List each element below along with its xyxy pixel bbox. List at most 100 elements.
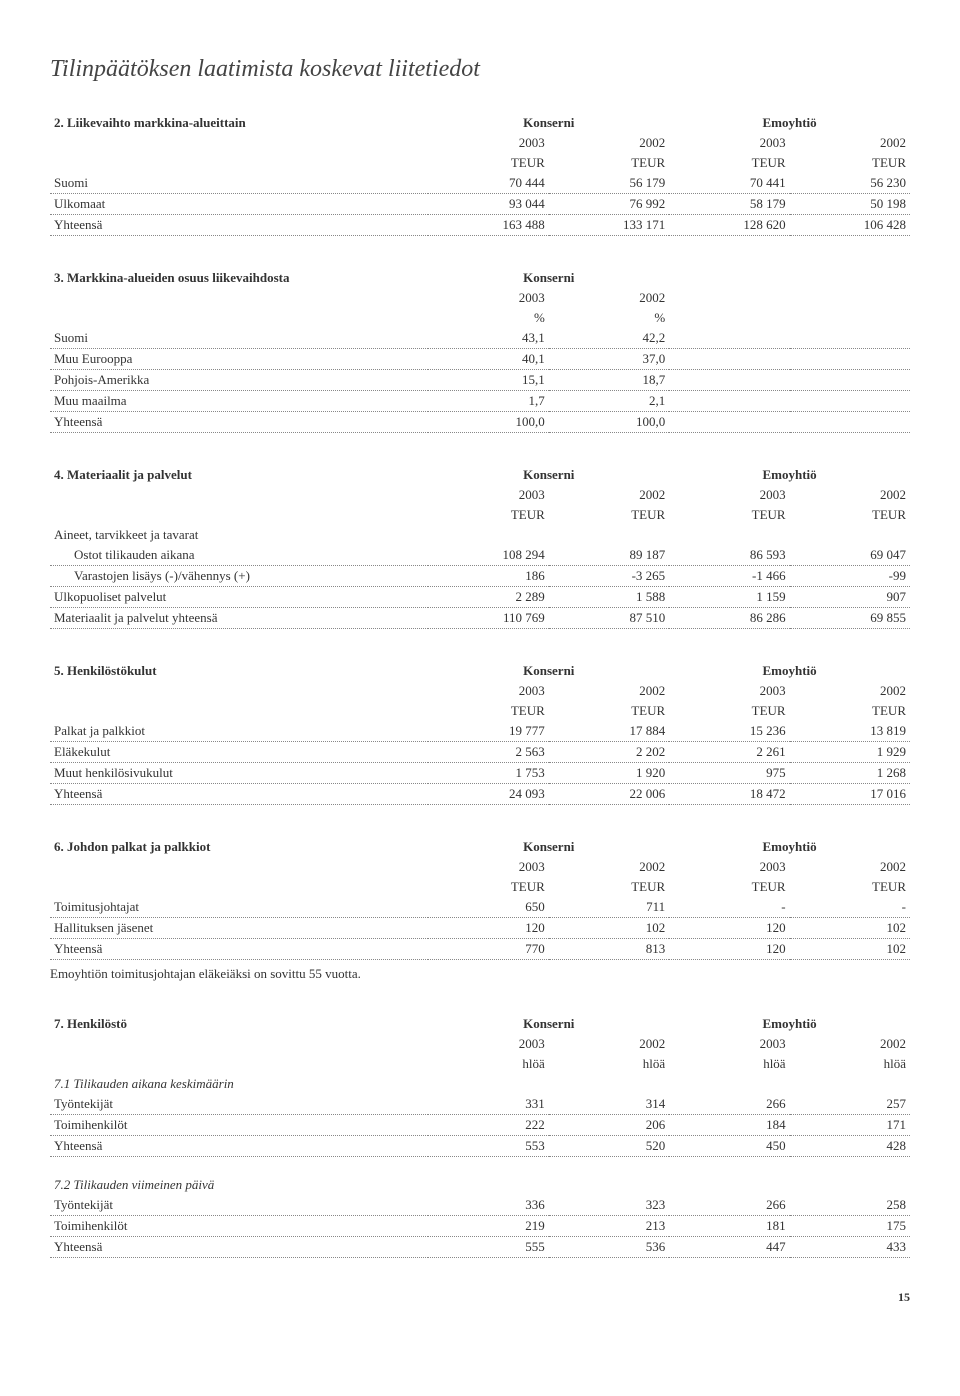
table-row: Ulkomaat93 04476 99258 17950 198 <box>50 194 910 215</box>
year: 2002 <box>549 288 669 308</box>
cell <box>790 370 910 391</box>
year: 2002 <box>549 133 669 153</box>
cell <box>669 349 789 370</box>
section-2: 2. Liikevaihto markkina-alueittain Konse… <box>50 113 910 236</box>
sec4-subhead: Aineet, tarvikkeet ja tavarat <box>50 525 428 545</box>
cell: 1,7 <box>428 391 548 412</box>
cell: 58 179 <box>669 194 789 215</box>
cell: 181 <box>669 1216 789 1237</box>
cell: 553 <box>428 1136 548 1157</box>
row-label: Muu Eurooppa <box>50 349 428 370</box>
sec6-note: Emoyhtiön toimitusjohtajan eläkeiäksi on… <box>50 966 910 982</box>
cell: 2 202 <box>549 742 669 763</box>
table-row: Työntekijät331314266257 <box>50 1094 910 1115</box>
group-emoyhtio: Emoyhtiö <box>669 661 910 681</box>
group-emoyhtio: Emoyhtiö <box>669 113 910 133</box>
cell: -99 <box>790 566 910 587</box>
cell: 89 187 <box>549 545 669 566</box>
table-row: Toimihenkilöt219213181175 <box>50 1216 910 1237</box>
row-label: Suomi <box>50 328 428 349</box>
group-konserni: Konserni <box>428 837 669 857</box>
cell: 110 769 <box>428 608 548 629</box>
cell: 2,1 <box>549 391 669 412</box>
cell: 102 <box>790 918 910 939</box>
cell: 108 294 <box>428 545 548 566</box>
cell: 22 006 <box>549 784 669 805</box>
year: 2003 <box>669 857 789 877</box>
cell: 1 929 <box>790 742 910 763</box>
section-4: 4. Materiaalit ja palvelut Konserni Emoy… <box>50 465 910 629</box>
table-row: Suomi70 44456 17970 44156 230 <box>50 173 910 194</box>
total-label: Materiaalit ja palvelut yhteensä <box>50 608 428 629</box>
table-row: Palkat ja palkkiot19 77717 88415 23613 8… <box>50 721 910 742</box>
cell: 18,7 <box>549 370 669 391</box>
cell: 222 <box>428 1115 548 1136</box>
cell: 171 <box>790 1115 910 1136</box>
unit: TEUR <box>428 877 548 897</box>
unit: TEUR <box>549 505 669 525</box>
unit: TEUR <box>669 505 789 525</box>
cell: 536 <box>549 1237 669 1258</box>
sec7-rows2: Työntekijät336323266258Toimihenkilöt2192… <box>50 1195 910 1237</box>
sec2-rows: Suomi70 44456 17970 44156 230Ulkomaat93 … <box>50 173 910 215</box>
unit: TEUR <box>428 505 548 525</box>
cell: 102 <box>549 918 669 939</box>
unit: hlöä <box>669 1054 789 1074</box>
unit: TEUR <box>549 153 669 173</box>
cell: 70 444 <box>428 173 548 194</box>
cell: -1 466 <box>669 566 789 587</box>
sec7-title: 7. Henkilöstö <box>50 1014 428 1034</box>
sec3-title: 3. Markkina-alueiden osuus liikevaihdost… <box>50 268 428 288</box>
row-label: Eläkekulut <box>50 742 428 763</box>
cell: 184 <box>669 1115 789 1136</box>
unit: TEUR <box>549 877 669 897</box>
year: 2002 <box>549 485 669 505</box>
total-label: Yhteensä <box>50 412 428 433</box>
cell: 975 <box>669 763 789 784</box>
row-label: Muut henkilösivukulut <box>50 763 428 784</box>
total-label: Yhteensä <box>50 215 428 236</box>
year: 2003 <box>669 681 789 701</box>
table-3: 3. Markkina-alueiden osuus liikevaihdost… <box>50 268 910 433</box>
unit: % <box>549 308 669 328</box>
cell <box>669 370 789 391</box>
group-konserni: Konserni <box>428 268 669 288</box>
cell <box>790 391 910 412</box>
cell: 2 563 <box>428 742 548 763</box>
cell: 186 <box>428 566 548 587</box>
year: 2002 <box>790 485 910 505</box>
year: 2003 <box>428 1034 548 1054</box>
group-konserni: Konserni <box>428 661 669 681</box>
year: 2002 <box>790 1034 910 1054</box>
sec4-title: 4. Materiaalit ja palvelut <box>50 465 428 485</box>
row-label: Hallituksen jäsenet <box>50 918 428 939</box>
cell: -3 265 <box>549 566 669 587</box>
cell: 258 <box>790 1195 910 1216</box>
cell <box>669 391 789 412</box>
cell: 711 <box>549 897 669 918</box>
cell: 93 044 <box>428 194 548 215</box>
sec2-title: 2. Liikevaihto markkina-alueittain <box>50 113 428 133</box>
table-5: 5. Henkilöstökulut Konserni Emoyhtiö 200… <box>50 661 910 805</box>
unit: TEUR <box>790 153 910 173</box>
cell: 24 093 <box>428 784 548 805</box>
sec7-sub2: 7.2 Tilikauden viimeinen päivä <box>50 1175 428 1195</box>
table-6: 6. Johdon palkat ja palkkiot Konserni Em… <box>50 837 910 960</box>
cell: 56 179 <box>549 173 669 194</box>
cell: 266 <box>669 1094 789 1115</box>
cell <box>669 328 789 349</box>
cell: 87 510 <box>549 608 669 629</box>
cell: 13 819 <box>790 721 910 742</box>
cell: 86 286 <box>669 608 789 629</box>
sec4-rows: Ostot tilikauden aikana108 29489 18786 5… <box>50 545 910 608</box>
cell: 1 268 <box>790 763 910 784</box>
unit: TEUR <box>669 877 789 897</box>
cell: 447 <box>669 1237 789 1258</box>
cell: 163 488 <box>428 215 548 236</box>
year: 2002 <box>549 857 669 877</box>
row-label: Palkat ja palkkiot <box>50 721 428 742</box>
cell: 17 884 <box>549 721 669 742</box>
cell: 42,2 <box>549 328 669 349</box>
cell: 56 230 <box>790 173 910 194</box>
unit: hlöä <box>549 1054 669 1074</box>
